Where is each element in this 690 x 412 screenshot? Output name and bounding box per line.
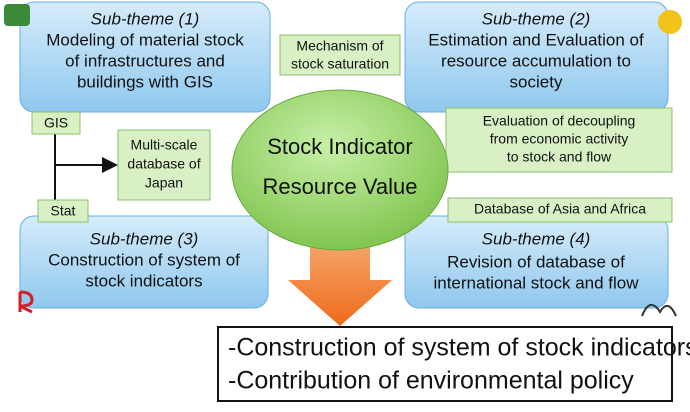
subtheme-text: society (510, 72, 563, 91)
label-text: GIS (44, 115, 68, 131)
subtheme-title: Sub-theme (2) (482, 9, 591, 28)
label-text: Stat (51, 203, 76, 219)
logo (18, 290, 34, 314)
subtheme-text: international stock and flow (433, 273, 639, 292)
logo (658, 10, 682, 34)
label-box (279, 34, 401, 76)
label-text: Multi-scale (131, 137, 198, 153)
subtheme-title: Sub-theme (1) (91, 9, 200, 28)
label-text: to stock and flow (507, 149, 612, 165)
center-text: Resource Value (263, 174, 418, 199)
result-text: -Contribution of environmental policy (228, 367, 634, 395)
subtheme-box (19, 215, 269, 309)
label-box (445, 107, 673, 173)
down-arrow (288, 226, 392, 326)
label-text: Mechanism of (296, 38, 383, 54)
center-ellipse (231, 89, 449, 251)
label-text: Japan (145, 175, 183, 191)
center-text: Stock Indicator (267, 134, 413, 159)
label-box (447, 197, 673, 223)
label-text: Database of Asia and Africa (474, 201, 646, 217)
subtheme-text: Estimation and Evaluation of (428, 30, 644, 49)
label-box (37, 199, 89, 223)
label-text: database of (127, 156, 200, 172)
label-text: stock saturation (291, 56, 389, 72)
subtheme-text: Revision of database of (447, 252, 625, 271)
subtheme-title: Sub-theme (4) (482, 229, 591, 248)
subtheme-text: buildings with GIS (77, 72, 213, 91)
subtheme-box (19, 1, 271, 113)
label-text: Evaluation of decoupling (483, 113, 636, 129)
result-text: -Construction of system of stock indicat… (228, 334, 690, 362)
label-text: from economic activity (490, 131, 628, 147)
subtheme-text: of infrastructures and (65, 51, 225, 70)
subtheme-text: Modeling of material stock (46, 30, 244, 49)
subtheme-title: Sub-theme (3) (90, 229, 199, 248)
logo (4, 4, 30, 26)
label-box (31, 111, 81, 135)
result-box (217, 326, 673, 402)
logo (641, 304, 677, 317)
subtheme-text: resource accumulation to (441, 51, 631, 70)
subtheme-text: stock indicators (85, 271, 202, 290)
label-box (117, 129, 211, 201)
subtheme-text: Construction of system of (48, 250, 240, 269)
